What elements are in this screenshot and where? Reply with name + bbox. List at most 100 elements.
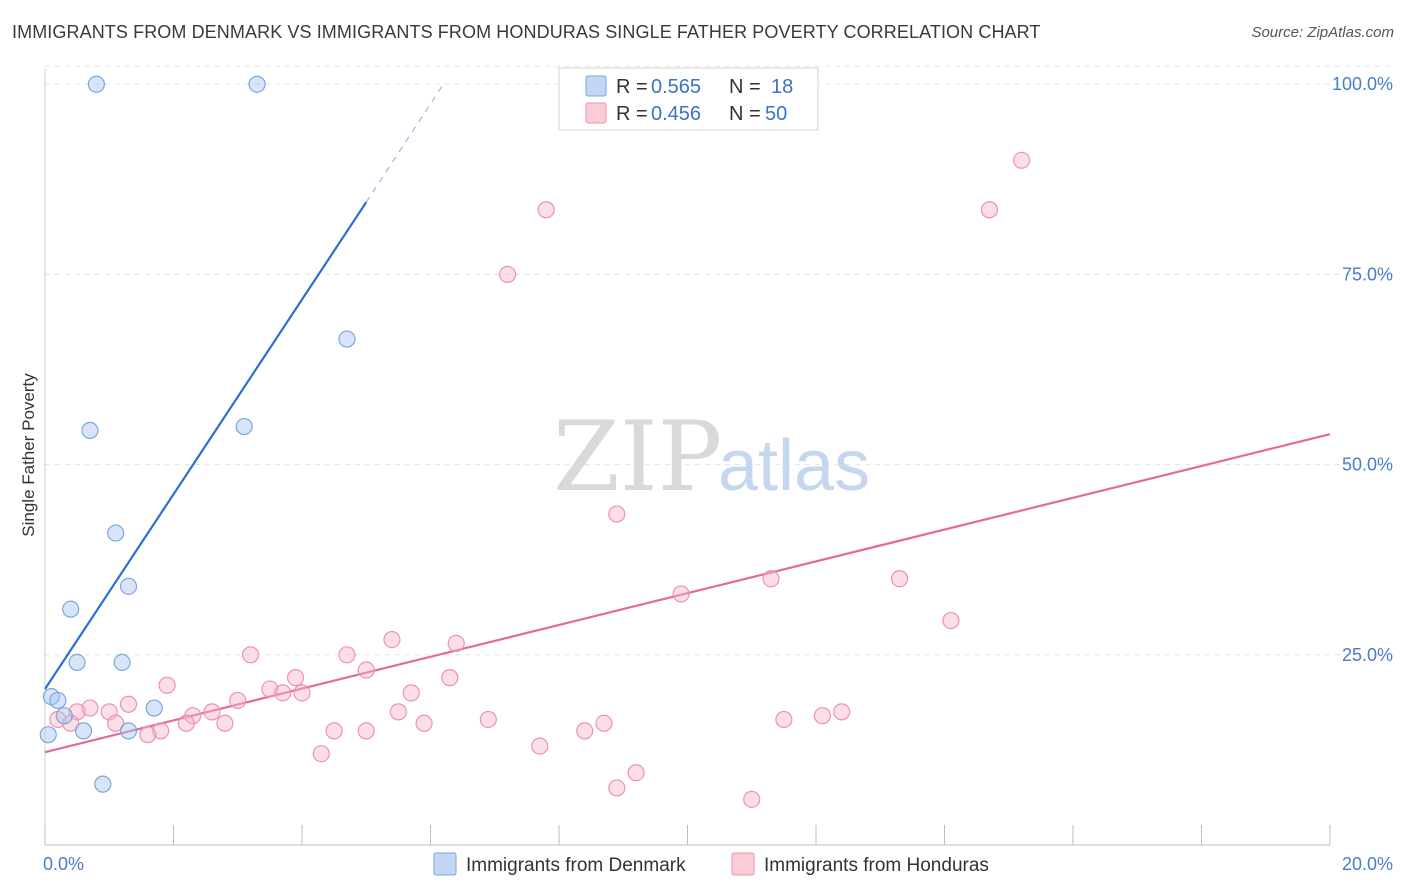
data-point-honduras (261, 680, 279, 698)
data-point-honduras (274, 684, 292, 702)
legend-r-value: 0.456 (651, 103, 701, 125)
data-point-honduras (608, 779, 626, 797)
legend-r-label: R = (616, 76, 648, 98)
data-point-honduras (415, 714, 433, 732)
data-point-honduras (177, 714, 195, 732)
watermark: ZIP atlas (553, 401, 870, 513)
grid-lines (45, 65, 1392, 656)
trend-line-honduras (44, 433, 1331, 754)
data-point-honduras (357, 661, 375, 679)
data-point-honduras (576, 722, 594, 740)
data-point-honduras (242, 646, 260, 664)
y-tick-labels: 25.0% 50.0% 75.0% 100.0% (1332, 74, 1393, 665)
data-point-honduras (152, 722, 170, 740)
data-point-denmark (113, 653, 131, 672)
data-point-honduras (942, 611, 960, 630)
data-point-honduras (537, 201, 555, 219)
data-point-denmark (119, 722, 138, 740)
trend-line-denmark-extension (365, 83, 444, 203)
data-point-honduras (890, 570, 909, 588)
data-point-honduras (293, 684, 311, 702)
data-point-honduras (980, 201, 999, 219)
data-point-honduras (312, 745, 330, 763)
legend-n-value: 18 (771, 76, 793, 98)
data-point-honduras (107, 714, 125, 732)
legend-r-label: R = (616, 103, 648, 125)
data-point-denmark (145, 699, 163, 717)
data-point-denmark (74, 722, 93, 740)
legend-swatch-honduras (585, 102, 607, 124)
legend-n-value: 50 (765, 103, 787, 125)
data-point-honduras (833, 703, 851, 721)
correlation-legend: R = 0.565 N = 18 R = 0.456 N = 50 (558, 67, 819, 131)
data-point-honduras (357, 722, 375, 740)
x-tick-labels: 0.0% 20.0% (43, 854, 1393, 874)
data-point-honduras (229, 691, 247, 710)
data-point-honduras (627, 764, 645, 782)
data-point-honduras (775, 710, 793, 729)
data-point-denmark (81, 421, 99, 439)
data-point-denmark (39, 726, 57, 744)
data-point-denmark (235, 417, 253, 436)
data-point-honduras (383, 630, 401, 649)
x-tick-label: 0.0% (43, 854, 84, 874)
legend-row-denmark: R = 0.565 N = 18 (585, 75, 793, 98)
data-point-denmark (62, 600, 80, 618)
data-point-denmark (119, 577, 138, 595)
data-point-denmark (338, 330, 356, 348)
y-axis-label: Single Father Poverty (19, 373, 38, 537)
data-point-honduras (813, 707, 832, 725)
y-tick-label: 25.0% (1342, 645, 1393, 665)
data-point-denmark (87, 75, 106, 93)
data-point-honduras (81, 699, 99, 717)
data-point-honduras (595, 714, 613, 732)
data-point-honduras (325, 722, 343, 740)
y-tick-label: 50.0% (1342, 455, 1393, 475)
trend-line-denmark (44, 201, 368, 690)
data-point-denmark (248, 75, 266, 93)
data-point-denmark (55, 707, 73, 725)
y-tick-label: 75.0% (1342, 264, 1393, 284)
legend-n-label: N = (729, 76, 761, 98)
data-point-honduras (203, 703, 221, 721)
x-tick-label: 20.0% (1342, 854, 1393, 874)
watermark-zip: ZIP (553, 401, 722, 513)
data-point-honduras (479, 710, 497, 729)
data-point-honduras (447, 634, 465, 652)
data-point-honduras (216, 714, 234, 732)
source-credit: Source: ZipAtlas.com (1251, 24, 1394, 41)
data-point-honduras (338, 646, 356, 664)
legend-swatch-denmark (585, 75, 607, 97)
legend-swatch-denmark (433, 852, 457, 876)
data-point-honduras (672, 585, 690, 603)
data-point-honduras (441, 669, 459, 687)
axes (44, 69, 1331, 846)
data-point-honduras (139, 726, 157, 744)
data-point-honduras (158, 676, 176, 694)
y-tick-label: 100.0% (1332, 74, 1393, 94)
data-point-honduras (119, 695, 138, 713)
watermark-atlas: atlas (718, 426, 870, 506)
data-point-denmark (49, 691, 67, 710)
data-point-honduras (531, 737, 549, 755)
data-point-denmark (107, 524, 125, 542)
trend-lines (44, 83, 1331, 754)
legend-label-honduras: Immigrants from Honduras (764, 855, 989, 876)
data-points (39, 75, 1031, 808)
legend-r-value: 0.565 (651, 76, 701, 98)
data-point-honduras (762, 570, 780, 588)
legend-label-denmark: Immigrants from Denmark (466, 855, 686, 876)
data-point-honduras (389, 703, 407, 721)
data-point-honduras (743, 790, 761, 808)
legend-swatch-honduras (731, 852, 755, 876)
data-point-denmark (94, 775, 112, 793)
chart-title: IMMIGRANTS FROM DENMARK VS IMMIGRANTS FR… (12, 22, 1041, 42)
data-point-honduras (499, 265, 517, 284)
data-point-honduras (608, 505, 626, 523)
data-point-honduras (286, 669, 305, 687)
legend-n-label: N = (729, 103, 761, 125)
data-point-honduras (1012, 151, 1031, 169)
series-legend: Immigrants from Denmark Immigrants from … (433, 852, 989, 876)
legend-row-honduras: R = 0.456 N = 50 (585, 102, 787, 125)
